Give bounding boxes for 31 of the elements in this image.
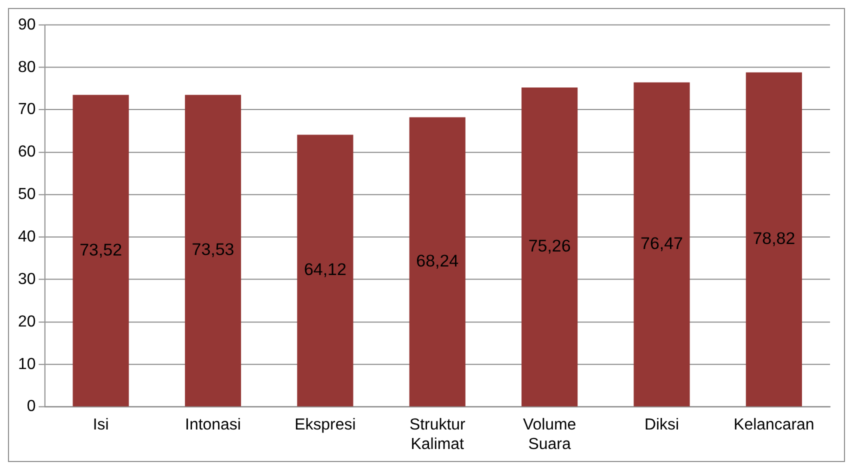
y-tick-label: 20 — [18, 313, 36, 330]
data-label: 76,47 — [640, 234, 683, 254]
data-label: 78,82 — [752, 229, 796, 248]
y-tick-label: 30 — [18, 270, 36, 288]
x-tick-label: Struktur Kalimat — [409, 416, 466, 453]
y-tick-label: 10 — [18, 356, 36, 373]
data-label: 73,53 — [192, 240, 234, 260]
bar — [634, 82, 690, 406]
bar — [297, 134, 354, 406]
data-label: 68,24 — [416, 251, 459, 270]
x-tick-label: Isi — [92, 416, 109, 434]
y-tick-label: 90 — [18, 16, 36, 34]
x-tick-label: Ekspresi — [294, 416, 356, 434]
y-tick-label: 80 — [18, 58, 36, 76]
bar — [184, 94, 242, 406]
y-tick-label: 0 — [26, 398, 36, 416]
y-tick-label: 70 — [18, 101, 36, 118]
bar — [522, 87, 578, 406]
bar — [409, 117, 466, 406]
x-tick-label: Volume Suara — [522, 416, 576, 453]
data-label: 73,52 — [80, 240, 122, 260]
y-tick-label: 50 — [18, 186, 36, 204]
bar — [746, 72, 802, 406]
y-tick-label: 40 — [18, 228, 36, 246]
x-tick-label: Diksi — [644, 416, 680, 434]
data-label: 75,26 — [528, 236, 571, 256]
bar — [72, 94, 129, 406]
y-tick-label: 60 — [18, 144, 36, 161]
data-label: 64,12 — [304, 260, 346, 280]
x-tick-label: Kelancaran — [734, 416, 814, 434]
x-tick-label: Intonasi — [185, 416, 241, 434]
